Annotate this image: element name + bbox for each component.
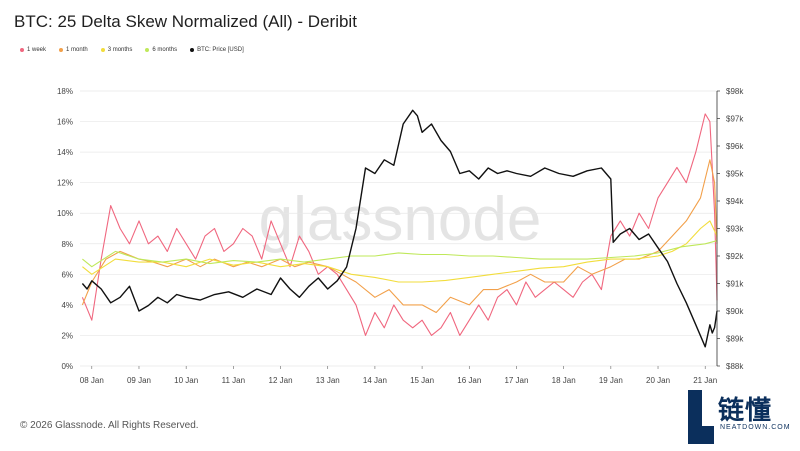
series-line-btc-price [81, 109, 718, 348]
y-right-tick-label: $98k [726, 87, 744, 96]
x-tick-label: 21 Jan [693, 376, 717, 385]
x-tick-label: 15 Jan [410, 376, 434, 385]
legend: 1 week 1 month 3 months 6 months BTC: Pr… [20, 47, 244, 53]
y-left-tick-label: 6% [61, 270, 73, 279]
y-right-tick-label: $96k [726, 142, 744, 151]
legend-item-1-month[interactable]: 1 month [59, 47, 88, 53]
footer-copyright: © 2026 Glassnode. All Rights Reserved. [20, 420, 199, 431]
x-tick-label: 17 Jan [504, 376, 528, 385]
y-right-tick-label: $94k [726, 197, 744, 206]
legend-swatch-6-months [145, 48, 150, 52]
legend-label-1-week: 1 week [27, 47, 47, 53]
chart-title: BTC: 25 Delta Skew Normalized (All) - De… [14, 12, 357, 31]
x-tick-label: 16 Jan [457, 376, 481, 385]
y-right-tick-label: $90k [726, 307, 744, 316]
y-right-tick-label: $95k [726, 170, 744, 179]
series-line-6-months [82, 240, 718, 268]
y-left-tick-labels: 0% 2% 4% 6% 8% 10% 12% 14% 16% 18% [57, 87, 73, 371]
y-left-tick-label: 8% [61, 240, 73, 249]
x-tick-label: 08 Jan [80, 376, 104, 385]
y-left-tick-label: 16% [57, 118, 73, 127]
neatdown-l-logo-icon [688, 390, 714, 444]
legend-item-3-months[interactable]: 3 months [100, 47, 133, 53]
series-line-1-week [81, 113, 718, 336]
y-left-tick-label: 2% [61, 331, 73, 340]
legend-label-3-months: 3 months [107, 47, 133, 53]
legend-label-1-month: 1 month [66, 47, 88, 53]
x-tick-label: 13 Jan [316, 376, 340, 385]
y-right-tick-label: $89k [726, 335, 744, 344]
x-tick-label: 12 Jan [269, 376, 293, 385]
y-right-tick-label: $97k [726, 115, 744, 124]
legend-swatch-btc-price [190, 48, 195, 52]
y-right-tick-label: $91k [726, 280, 744, 289]
y-left-tick-label: 10% [57, 209, 73, 218]
series-lines [81, 109, 718, 348]
legend-item-1-week[interactable]: 1 week [20, 47, 46, 53]
logo-chinese-text: 链懂 [718, 396, 773, 426]
y-right-tick-label: $88k [726, 362, 744, 371]
x-tick-label: 20 Jan [646, 376, 670, 385]
x-tick-label: 18 Jan [552, 376, 576, 385]
y-left-tick-label: 0% [61, 362, 73, 371]
legend-label-6-months: 6 months [152, 47, 178, 53]
legend-swatch-1-week [20, 48, 24, 52]
x-tick-label: 09 Jan [127, 376, 151, 385]
grid-lines [80, 90, 717, 367]
y-left-tick-label: 12% [57, 179, 73, 188]
legend-swatch-1-month [59, 48, 64, 52]
legend-swatch-3-months [100, 48, 105, 52]
y-left-tick-label: 4% [61, 301, 73, 310]
x-tick-label: 10 Jan [174, 376, 198, 385]
y-left-tick-label: 14% [57, 148, 73, 157]
y-right-tick-label: $92k [726, 252, 744, 261]
y-left-tick-label: 18% [57, 87, 73, 96]
x-tick-label: 14 Jan [363, 376, 387, 385]
legend-label-btc-price: BTC: Price [USD] [197, 47, 244, 53]
logo-english-text: NEATDOWN.COM [720, 424, 791, 431]
y-right-tick-label: $93k [726, 225, 744, 234]
brand-logo: 链懂 NEATDOWN.COM [680, 388, 798, 446]
legend-item-btc-price[interactable]: BTC: Price [USD] [190, 47, 244, 53]
x-tick-label: 11 Jan [222, 376, 245, 385]
series-line-3-months [82, 220, 718, 283]
x-tick-labels: 08 Jan 09 Jan 10 Jan 11 Jan 12 Jan 13 Jan 14 J… [80, 366, 717, 385]
legend-item-6-months[interactable]: 6 months [145, 47, 177, 53]
watermark: glassnode [259, 185, 542, 254]
x-tick-label: 19 Jan [599, 376, 623, 385]
y-right-tick-labels: $88k $89k $90k $91k $92k $93k $94k $95k $96k $97k… [717, 87, 744, 371]
